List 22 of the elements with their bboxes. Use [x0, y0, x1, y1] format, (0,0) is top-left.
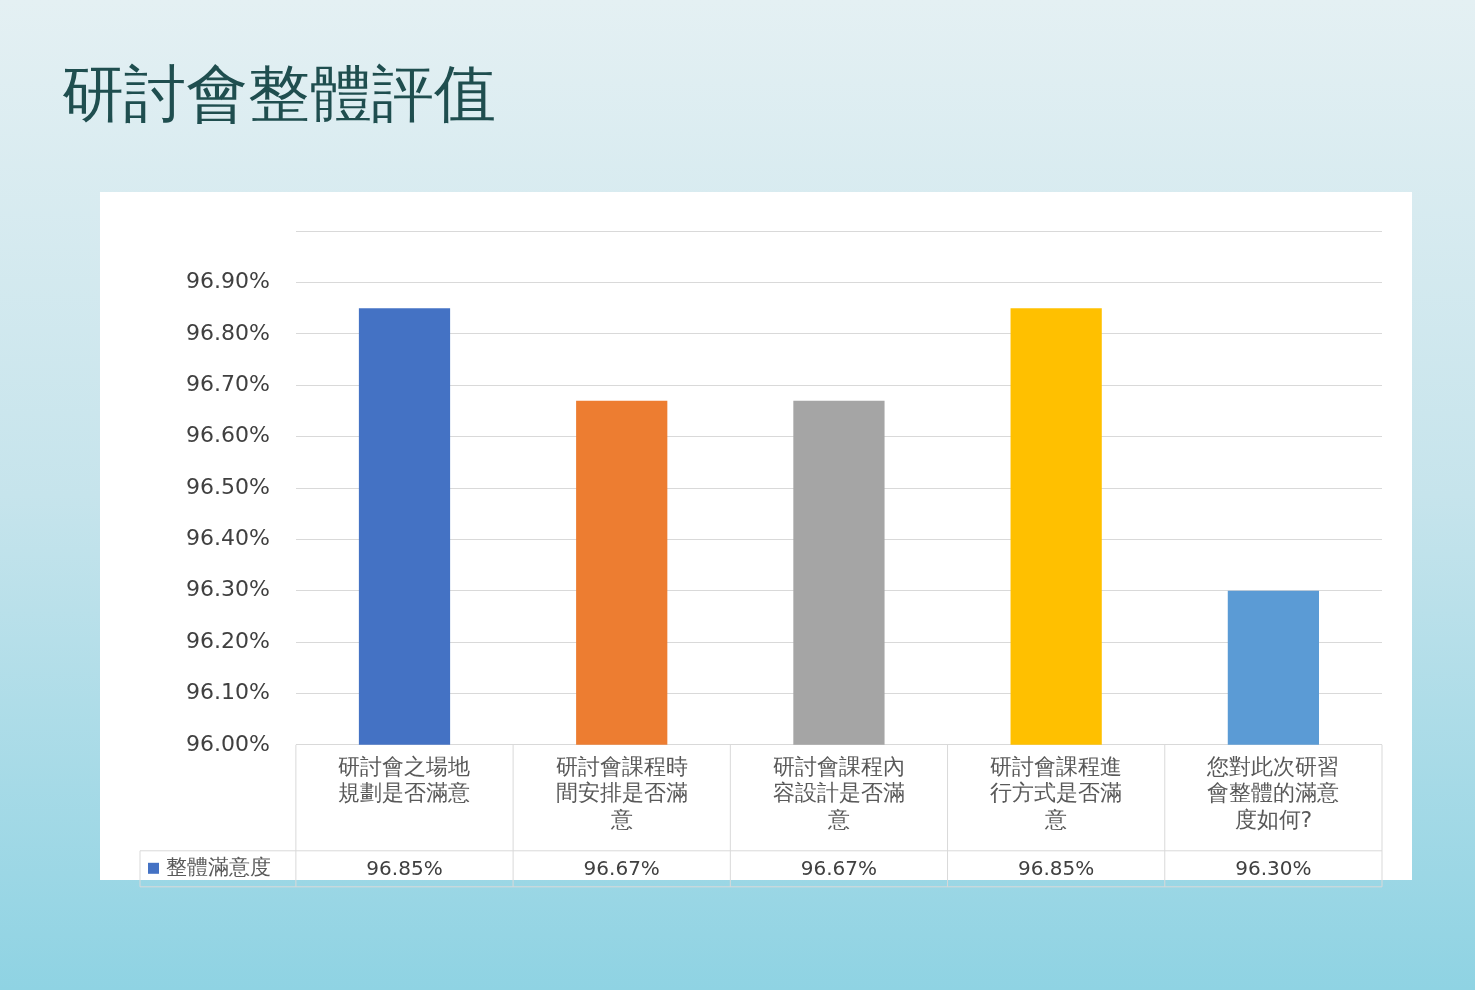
data-label: 96.85% — [366, 856, 443, 880]
y-tick-label: 96.90% — [186, 268, 270, 294]
y-tick-label: 96.10% — [186, 679, 270, 705]
data-label: 96.67% — [583, 856, 660, 880]
y-tick-label: 96.30% — [186, 576, 270, 602]
x-tick-label: 研討會課程時間安排是否滿意 — [555, 753, 688, 832]
x-tick-label: 您對此次研習會整體的滿意度如何? — [1206, 753, 1340, 832]
chart-title: 研討會整體評值 — [62, 56, 496, 132]
y-tick-label: 96.80% — [186, 319, 270, 345]
data-label: 96.67% — [800, 856, 878, 880]
y-tick-label: 96.20% — [186, 627, 270, 653]
x-tick-label: 研討會課程內容設計是否滿意 — [772, 753, 905, 832]
x-tick-label: 研討會之場地規劃是否滿意 — [338, 753, 471, 806]
data-label: 96.30% — [1235, 856, 1312, 880]
data-label: 96.85% — [1018, 856, 1095, 880]
legend-label: 整體滿意度 — [166, 855, 271, 880]
y-tick-label: 96.40% — [186, 525, 270, 551]
y-tick-label: 96.70% — [186, 371, 270, 396]
y-tick-label: 96.00% — [186, 730, 270, 756]
x-tick-label: 研討會課程進行方式是否滿意 — [990, 753, 1123, 832]
y-tick-label: 96.60% — [186, 422, 270, 448]
y-tick-label: 96.50% — [186, 473, 270, 499]
